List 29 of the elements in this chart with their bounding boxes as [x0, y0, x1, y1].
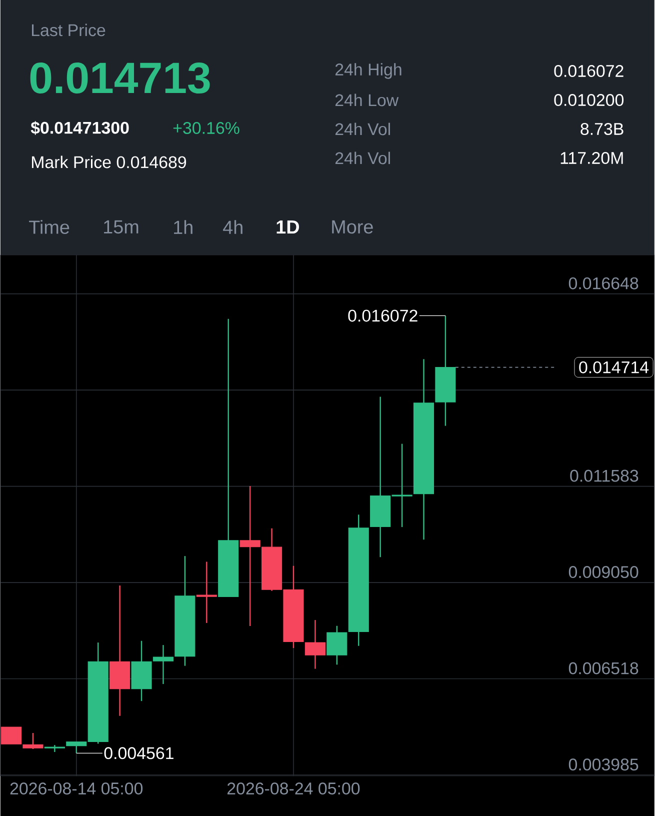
ref-line-label: 0.014714: [579, 361, 649, 374]
text: 8.73B: [580, 122, 624, 135]
text: 0.014713: [30, 62, 210, 94]
text: 0.016072: [554, 65, 624, 77]
text: 1h: [174, 220, 193, 234]
y-tick-label: 0.011583: [570, 470, 638, 482]
text: Time: [29, 220, 70, 234]
text: 15m: [104, 220, 138, 234]
text: More: [332, 220, 373, 234]
text: 117.20M: [560, 152, 623, 164]
text: 24h High: [336, 63, 402, 79]
y-tick-label: 0.016648: [568, 277, 638, 290]
x-tick-label: 2026-08-14 05:00: [10, 782, 143, 795]
text: 24h Vol: [336, 122, 390, 136]
y-tick-label: 0.009050: [568, 566, 638, 578]
annotation: 0.004561: [104, 747, 174, 760]
text: 1D: [276, 220, 300, 234]
text: 24h Vol: [336, 152, 390, 164]
text: 0.010200: [554, 94, 624, 106]
text: 24h Low: [336, 94, 399, 106]
text: Mark Price 0.014689: [32, 156, 186, 168]
text: $0.01471300: [30, 121, 129, 135]
y-tick-label: 0.006518: [568, 662, 638, 674]
text: +30.16%: [174, 122, 240, 134]
y-tick-label: 0.003985: [568, 758, 638, 771]
annotation: 0.016072: [348, 310, 418, 322]
text: 4h: [223, 220, 243, 234]
text: Last Price: [32, 24, 106, 36]
x-tick-label: 2026-08-24 05:00: [228, 782, 360, 795]
